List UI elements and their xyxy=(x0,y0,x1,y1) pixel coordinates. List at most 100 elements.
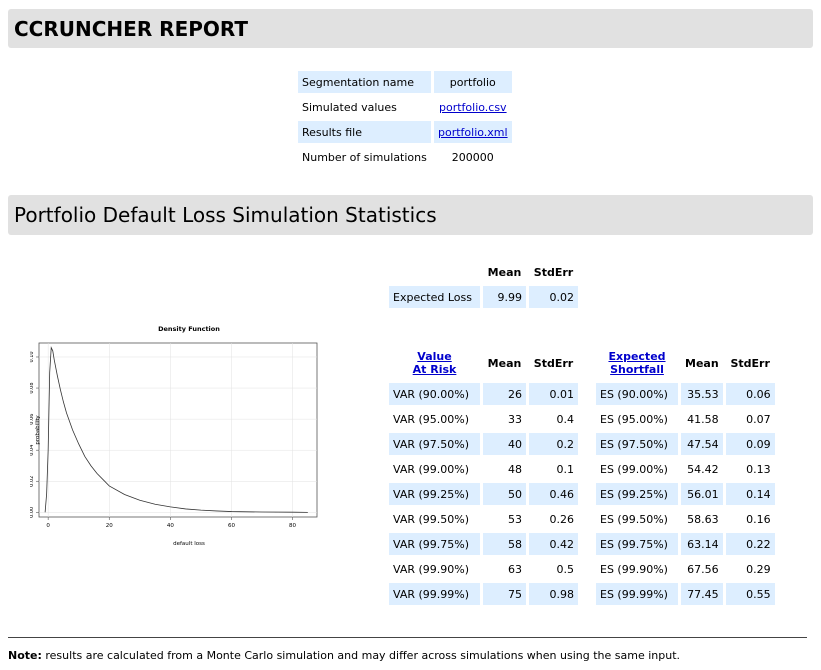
var-stderr: 0.26 xyxy=(549,512,575,526)
table-row: VAR (97.50%) 40 0.2 ES (97.50%) 47.54 0.09 xyxy=(389,433,775,455)
es-label: ES (99.75%) xyxy=(596,533,678,555)
es-stderr-header: StdErr xyxy=(730,356,770,370)
x-tick-label: 40 xyxy=(167,523,174,529)
summary-row: Segmentation name portfolio xyxy=(298,71,512,93)
var-mean: 63 xyxy=(508,562,522,576)
table-header-row: Mean StdErr xyxy=(389,261,578,283)
var-header-line1: Value xyxy=(417,350,452,363)
es-label: ES (99.50%) xyxy=(600,512,668,526)
footer-note: Note: results are calculated from a Mont… xyxy=(8,649,680,662)
summary-value-cell: portfolio.csv xyxy=(434,96,512,118)
summary-row: Results file portfolio.xml xyxy=(298,121,512,143)
summary-label: Results file xyxy=(298,121,431,143)
value-at-risk-link[interactable]: Value At Risk xyxy=(413,350,457,376)
es-mean: 41.58 xyxy=(687,412,719,426)
results-file-link[interactable]: portfolio.xml xyxy=(438,125,508,139)
es-mean: 35.53 xyxy=(681,383,723,405)
stderr-header: StdErr xyxy=(533,265,574,279)
es-mean: 47.54 xyxy=(681,433,723,455)
var-label: VAR (99.99%) xyxy=(389,583,480,605)
var-mean: 58 xyxy=(483,533,526,555)
summary-table: Segmentation name portfolio Simulated va… xyxy=(295,68,515,171)
var-mean: 48 xyxy=(508,462,522,476)
es-label: ES (99.00%) xyxy=(600,462,668,476)
expected-loss-label: Expected Loss xyxy=(389,286,480,308)
density-series xyxy=(44,346,308,513)
simulated-values-link[interactable]: portfolio.csv xyxy=(438,100,507,114)
es-header-line1: Expected xyxy=(608,350,666,363)
chart-title: Density Function xyxy=(158,325,220,333)
var-stderr-header: StdErr xyxy=(533,356,574,370)
var-mean: 75 xyxy=(483,583,526,605)
column-gap xyxy=(581,458,593,480)
es-header: Expected Shortfall xyxy=(596,346,678,380)
es-stderr: 0.09 xyxy=(725,433,775,455)
x-tick-label: 0 xyxy=(46,523,50,529)
var-mean: 26 xyxy=(483,383,526,405)
section-header-bar: Portfolio Default Loss Simulation Statis… xyxy=(8,195,813,235)
y-tick-label: 0.04 xyxy=(30,445,35,456)
var-stderr: 0.5 xyxy=(556,562,575,576)
column-gap xyxy=(581,433,593,455)
es-stderr: 0.07 xyxy=(746,412,771,426)
es-stderr: 0.55 xyxy=(725,583,775,605)
es-stderr: 0.13 xyxy=(746,462,771,476)
var-stderr: 0.2 xyxy=(529,433,578,455)
section-title: Portfolio Default Loss Simulation Statis… xyxy=(14,203,437,227)
expected-loss-stderr: 0.02 xyxy=(529,286,578,308)
table-row: VAR (99.75%) 58 0.42 ES (99.75%) 63.14 0.22 xyxy=(389,533,775,555)
var-label: VAR (99.00%) xyxy=(393,462,470,476)
var-label: VAR (90.00%) xyxy=(389,383,480,405)
es-label: ES (90.00%) xyxy=(596,383,678,405)
summary-value: 200000 xyxy=(451,150,494,164)
x-tick-label: 20 xyxy=(106,523,113,529)
es-header-line2: Shortfall xyxy=(610,363,664,376)
summary-label: Number of simulations xyxy=(302,150,427,164)
table-row: VAR (99.50%) 53 0.26 ES (99.50%) 58.63 0.16 xyxy=(389,508,775,530)
es-label: ES (97.50%) xyxy=(596,433,678,455)
expected-shortfall-link[interactable]: Expected Shortfall xyxy=(608,350,665,376)
var-stderr: 0.01 xyxy=(529,383,578,405)
y-tick-label: 0.08 xyxy=(30,382,35,393)
es-stderr: 0.29 xyxy=(746,562,771,576)
var-mean: 33 xyxy=(508,412,522,426)
report-header-bar: CCRUNCHER REPORT xyxy=(8,9,813,48)
var-header-line2: At Risk xyxy=(412,363,457,376)
var-label: VAR (97.50%) xyxy=(389,433,480,455)
summary-label: Simulated values xyxy=(302,100,397,114)
density-chart-svg: Density Function 0 20 40 60 80 0.00 0.02 0.04 0.… xyxy=(29,325,318,547)
es-label: ES (99.25%) xyxy=(596,483,678,505)
var-label: VAR (95.00%) xyxy=(393,412,470,426)
expected-loss-table: Mean StdErr Expected Loss 9.99 0.02 xyxy=(386,258,581,311)
es-mean: 67.56 xyxy=(687,562,719,576)
note-label: Note: xyxy=(8,649,42,662)
y-tick-label: 0.02 xyxy=(30,476,35,487)
risk-table: Value At Risk Mean StdErr Expected Shortfa… xyxy=(386,343,778,608)
es-label: ES (95.00%) xyxy=(600,412,668,426)
summary-row: Simulated values portfolio.csv xyxy=(298,96,512,118)
density-line xyxy=(44,346,308,513)
y-tick-label: 0.10 xyxy=(30,351,35,362)
var-mean: 40 xyxy=(483,433,526,455)
column-gap xyxy=(581,533,593,555)
table-row: Expected Loss 9.99 0.02 xyxy=(389,286,578,308)
table-row: VAR (99.25%) 50 0.46 ES (99.25%) 56.01 0.14 xyxy=(389,483,775,505)
report-title: CCRUNCHER REPORT xyxy=(14,17,249,41)
x-axis-label: default loss xyxy=(173,541,205,547)
var-label: VAR (99.75%) xyxy=(389,533,480,555)
axes: 0 20 40 60 80 0.00 0.02 0.04 0.06 0.08 0.10 xyxy=(29,351,297,529)
column-gap xyxy=(581,508,593,530)
column-gap xyxy=(581,346,593,380)
es-stderr: 0.06 xyxy=(725,383,775,405)
summary-row: Number of simulations 200000 xyxy=(298,146,512,168)
es-stderr: 0.14 xyxy=(725,483,775,505)
var-stderr: 0.98 xyxy=(529,583,578,605)
es-stderr: 0.16 xyxy=(746,512,771,526)
es-label: ES (99.99%) xyxy=(596,583,678,605)
summary-label: Segmentation name xyxy=(298,71,431,93)
es-mean: 77.45 xyxy=(681,583,723,605)
y-axis-label: probability xyxy=(35,415,41,445)
column-gap xyxy=(581,408,593,430)
var-stderr: 0.4 xyxy=(556,412,575,426)
x-tick-label: 60 xyxy=(228,523,235,529)
